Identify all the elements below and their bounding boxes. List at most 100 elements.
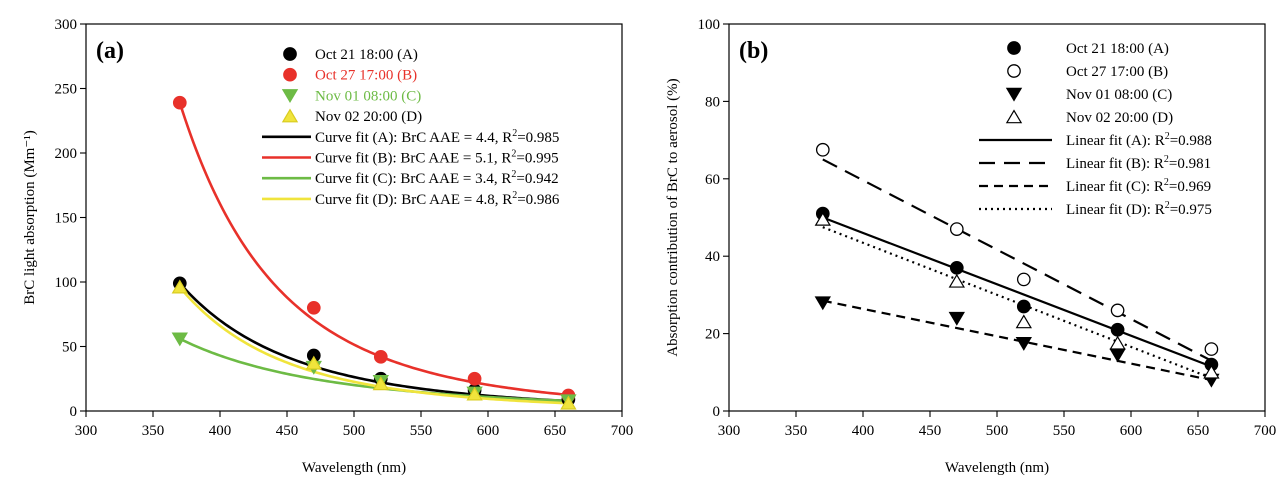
panel-a: 300 350 400 450 500 550 600 650 700 0 50 100 150 200 2…: [22, 17, 633, 476]
y-tick-label: 40: [705, 249, 720, 265]
y-tick-label: 80: [705, 94, 720, 110]
data-point: [1109, 335, 1126, 350]
legend-item: Oct 21 18:00 (A): [1007, 41, 1169, 57]
data-point: [814, 211, 831, 226]
y-tick-label: 20: [705, 327, 720, 343]
fit-lines: [822, 158, 1212, 382]
y-tick-label: 60: [705, 172, 720, 188]
legend-label: Curve fit (D): BrC AAE = 4.8, R2=0.986: [315, 190, 560, 208]
data-point: [372, 376, 389, 391]
x-tick-label: 300: [718, 423, 741, 439]
data-point: [948, 273, 965, 288]
legend-item: Curve fit (B): BrC AAE = 5.1, R2=0.995: [262, 149, 559, 167]
x-tick-label: 550: [1053, 423, 1076, 439]
legend-label: Nov 01 08:00 (C): [315, 88, 421, 104]
fit-line-c: [822, 299, 1212, 382]
data-point: [466, 386, 483, 401]
legend-item: Oct 27 17:00 (B): [283, 67, 417, 84]
panel-label: (a): [96, 38, 124, 64]
legend-item: Oct 21 18:00 (A): [283, 47, 418, 63]
legend-item: Nov 01 08:00 (C): [281, 88, 421, 104]
data-point: [814, 296, 831, 311]
y-tick-label: 100: [55, 275, 78, 291]
fit-lines: [178, 102, 569, 405]
legend-item: Linear fit (B): R2=0.981: [979, 154, 1211, 172]
legend-item: Nov 02 20:00 (D): [281, 108, 422, 125]
legend-label: Oct 21 18:00 (A): [1066, 41, 1169, 57]
legend-item: Nov 02 20:00 (D): [1005, 109, 1173, 126]
data-point: [171, 332, 188, 347]
legend-label: Curve fit (B): BrC AAE = 5.1, R2=0.995: [315, 149, 559, 167]
x-tick-label: 650: [544, 423, 567, 439]
x-tick-label: 700: [611, 423, 634, 439]
legend: Oct 21 18:00 (A) Oct 27 17:00 (B) Nov 01 0…: [979, 41, 1212, 218]
data-point: [1016, 272, 1031, 287]
x-tick-label: 300: [75, 423, 98, 439]
fit-line-a: [178, 282, 569, 403]
legend-label: Nov 02 20:00 (D): [315, 109, 422, 125]
data-point: [948, 311, 965, 326]
legend-marker: [1005, 109, 1023, 124]
series-b: [815, 142, 1219, 356]
legend-marker: [281, 89, 299, 104]
x-tick-label: 450: [919, 423, 942, 439]
x-tick-label: 350: [142, 423, 165, 439]
data-point: [171, 279, 188, 294]
data-point: [373, 349, 388, 364]
legend-label: Linear fit (B): R2=0.981: [1066, 154, 1211, 172]
fit-line-c: [179, 337, 569, 403]
data-point: [949, 222, 964, 236]
series-c: [814, 296, 1220, 388]
legend-label: Linear fit (D): R2=0.975: [1066, 200, 1212, 218]
x-tick-label: 650: [1187, 423, 1210, 439]
data-point: [467, 371, 482, 386]
legend-label: Curve fit (C): BrC AAE = 3.4, R2=0.942: [315, 169, 559, 187]
data-point: [560, 395, 577, 410]
y-tick-label: 0: [70, 404, 78, 420]
fit-line-b: [178, 102, 569, 397]
x-tick-label: 500: [986, 423, 1009, 439]
fit-line-d: [822, 226, 1212, 380]
y-tick-label: 0: [713, 404, 721, 420]
legend-marker: [1007, 64, 1021, 78]
data-point: [1015, 314, 1032, 329]
y-tick-label: 150: [55, 211, 78, 227]
data-point: [1204, 342, 1219, 356]
data-point: [949, 260, 964, 275]
y-tick-label: 50: [62, 340, 77, 356]
x-tick-label: 350: [785, 423, 808, 439]
legend-item: Linear fit (A): R2=0.988: [979, 131, 1212, 149]
x-tick-label: 550: [410, 423, 433, 439]
x-tick-label: 400: [209, 423, 232, 439]
legend-label: Nov 01 08:00 (C): [1066, 87, 1172, 103]
legend-marker: [283, 47, 297, 61]
data-point: [306, 300, 321, 315]
x-tick-label: 500: [343, 423, 366, 439]
legend-item: Nov 01 08:00 (C): [1005, 87, 1172, 103]
legend-item: Curve fit (C): BrC AAE = 3.4, R2=0.942: [262, 169, 559, 187]
x-tick-label: 700: [1254, 423, 1277, 439]
data-point: [305, 355, 322, 370]
fit-line-d: [178, 286, 569, 405]
data-point: [815, 142, 830, 157]
panel-label: (b): [739, 38, 768, 64]
legend: Oct 21 18:00 (A) Oct 27 17:00 (B) Nov 01 0…: [262, 47, 560, 208]
x-axis-title: Wavelength (nm): [302, 460, 406, 476]
panel-b: 300 350 400 450 500 550 600 650 700 0 20 40 60 80 100 W…: [665, 17, 1276, 476]
y-tick-label: 300: [55, 17, 78, 33]
legend-item: Curve fit (A): BrC AAE = 4.4, R2=0.985: [262, 128, 559, 146]
x-tick-label: 600: [477, 423, 500, 439]
x-tick-label: 400: [852, 423, 875, 439]
legend-label: Linear fit (C): R2=0.969: [1066, 177, 1211, 195]
series-d: [171, 279, 577, 410]
legend-label: Curve fit (A): BrC AAE = 4.4, R2=0.985: [315, 128, 559, 146]
y-tick-label: 100: [698, 17, 721, 33]
data-point: [1016, 299, 1031, 314]
y-tick-label: 250: [55, 82, 78, 98]
legend-marker: [283, 67, 297, 82]
legend-marker: [1005, 87, 1023, 102]
data-point: [1015, 336, 1032, 351]
x-tick-label: 450: [276, 423, 299, 439]
series-d: [814, 211, 1220, 379]
